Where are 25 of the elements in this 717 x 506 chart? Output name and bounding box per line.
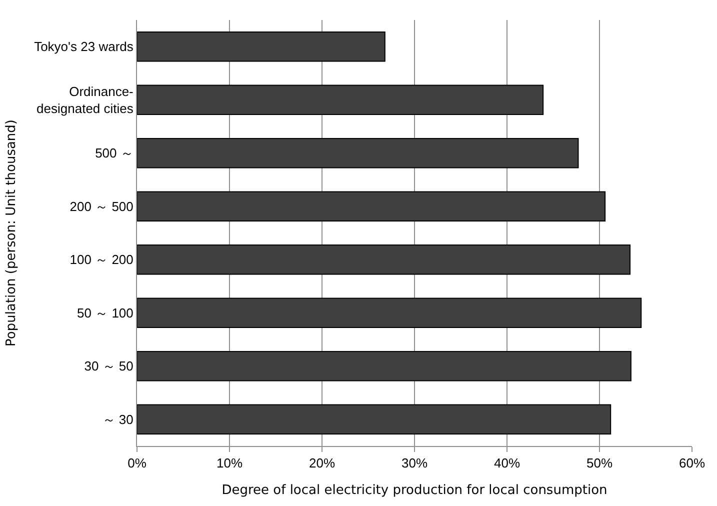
x-tick-label: 10% [216,456,243,471]
x-axis-title: Degree of local electricity production for local consumption [222,483,608,498]
y-tick-label: ～ 30 [102,412,134,427]
bar [137,298,642,328]
x-tick-label: 50% [586,456,613,471]
bar [137,84,544,116]
x-tick-label: 60% [678,456,706,471]
y-tick-label: Tokyo's 23 wards [34,39,134,54]
y-tick-label: 30 ～ 50 [84,358,134,374]
y-tick-label: 100 ～ 200 [70,252,134,268]
y-tick-label: 50 ～ 100 [77,305,134,320]
bar [137,191,606,222]
x-tick-label: 20% [308,456,336,471]
bar [137,138,579,168]
x-tick-label: 30% [401,456,428,471]
bar [137,350,632,382]
x-tick-label: 0% [128,456,147,471]
y-axis-title: Population (person: Unit thousand) [4,119,20,347]
y-tick-label: 500 ～ [95,146,134,161]
bar [137,404,612,435]
y-tick-label: 200 ～ 500 [70,198,134,214]
bar [137,31,386,62]
x-tick-label: 40% [494,456,520,471]
bar [137,244,631,275]
y-tick-label: Ordinance- designated cities [36,84,134,116]
